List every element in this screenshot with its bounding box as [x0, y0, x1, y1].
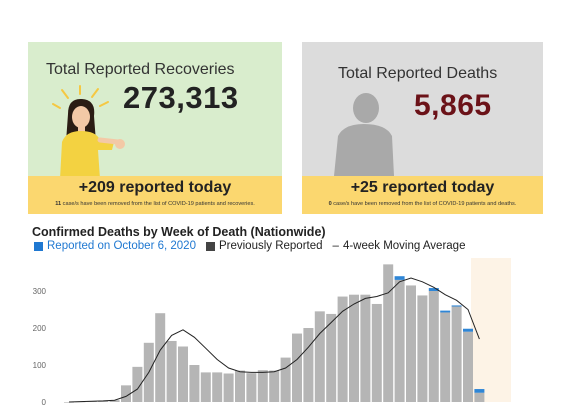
recovered-person-illustration: [52, 85, 125, 179]
deaths-title: Total Reported Deaths: [338, 65, 498, 82]
bar-previously-reported: [280, 357, 291, 402]
legend-item-moving-average: – 4-week Moving Average: [333, 240, 466, 252]
bar-previously-reported: [189, 365, 200, 402]
person-silhouette-illustration: [334, 93, 394, 176]
bar-previously-reported: [292, 333, 302, 402]
recoveries-total: 273,313: [123, 80, 239, 115]
deaths-note-text: case/s have been removed from the list o…: [331, 201, 517, 207]
bar-reported-on-date: [428, 288, 439, 291]
y-tick-label: 100: [33, 361, 47, 370]
deaths-footer: +25 reported today 0 case/s have been re…: [302, 176, 543, 214]
bar-previously-reported: [383, 264, 394, 402]
recoveries-footer: +209 reported today 11 case/s have been …: [28, 176, 282, 214]
recoveries-note: 11 case/s have been removed from the lis…: [28, 201, 282, 207]
legend-swatch-blue: [34, 241, 43, 251]
bar-previously-reported: [121, 385, 131, 402]
bar-previously-reported: [132, 366, 143, 402]
bar-previously-reported: [428, 291, 439, 402]
bar-previously-reported: [212, 372, 223, 402]
deaths-bar-chart: 0 100 200 300: [33, 258, 511, 407]
recoveries-today: +209 reported today: [78, 179, 232, 196]
bar-previously-reported: [64, 402, 74, 403]
bar-previously-reported: [406, 285, 416, 402]
bar-previously-reported: [326, 313, 337, 402]
bar-previously-reported: [314, 311, 325, 402]
legend-label-moving-average: 4-week Moving Average: [342, 240, 466, 252]
y-tick-label: 300: [33, 287, 47, 296]
bar-previously-reported: [246, 373, 257, 402]
deaths-note-count: 0: [328, 201, 332, 207]
y-tick-label: 200: [33, 324, 47, 333]
moving-average-line: [68, 277, 480, 403]
legend-item-reported-today: Reported on October 6, 2020: [34, 240, 196, 252]
bar-previously-reported: [98, 400, 109, 402]
legend-item-previously-reported: Previously Reported: [205, 240, 323, 252]
bar-previously-reported: [257, 370, 268, 402]
bar-previously-reported: [337, 296, 348, 402]
bars-group: [64, 264, 485, 403]
bar-previously-reported: [349, 294, 359, 402]
bar-previously-reported: [269, 370, 280, 402]
chart-legend: Reported on October 6, 2020 Previously R…: [34, 240, 475, 252]
recent-period-shading: [471, 258, 511, 402]
bar-previously-reported: [235, 370, 245, 402]
deaths-note: 0 case/s have been removed from the list…: [302, 201, 543, 207]
y-ticks-group: 0 100 200 300: [33, 287, 47, 407]
bar-reported-on-date: [440, 310, 451, 313]
bar-reported-on-date: [394, 276, 405, 280]
bar-previously-reported: [451, 306, 462, 402]
bar-previously-reported: [440, 312, 451, 402]
chart-title: Confirmed Deaths by Week of Death (Natio…: [32, 225, 326, 239]
bar-previously-reported: [394, 279, 405, 402]
legend-line-glyph: –: [332, 240, 339, 252]
legend-label-reported-today: Reported on October 6, 2020: [47, 240, 196, 252]
y-tick-label: 0: [42, 398, 47, 407]
bar-reported-on-date: [474, 389, 485, 393]
bar-previously-reported: [155, 313, 166, 402]
bar-previously-reported: [200, 372, 211, 402]
bar-previously-reported: [223, 373, 234, 402]
bar-previously-reported: [360, 294, 371, 402]
legend-swatch-gray: [205, 241, 215, 251]
bar-previously-reported: [474, 392, 485, 402]
bar-previously-reported: [417, 295, 428, 402]
bar-previously-reported: [166, 340, 177, 402]
deaths-total: 5,865: [414, 89, 492, 122]
bar-previously-reported: [178, 346, 188, 402]
recoveries-note-count: 11: [55, 201, 62, 207]
bar-previously-reported: [463, 331, 473, 402]
bar-previously-reported: [371, 303, 382, 402]
bar-previously-reported: [303, 328, 314, 402]
deaths-card: Total Reported Deaths 5,865 +25 reported…: [302, 42, 543, 214]
bar-reported-on-date: [451, 305, 462, 307]
recoveries-title: Total Reported Recoveries: [46, 61, 235, 78]
recoveries-card: Total Reported Recoveries 273,313 +209 r…: [28, 42, 282, 214]
recoveries-note-text: case/s have been removed from the list o…: [61, 201, 255, 207]
bar-previously-reported: [109, 400, 120, 402]
legend-label-previously-reported: Previously Reported: [218, 240, 323, 252]
bar-reported-on-date: [463, 328, 473, 332]
deaths-today: +25 reported today: [350, 179, 495, 196]
